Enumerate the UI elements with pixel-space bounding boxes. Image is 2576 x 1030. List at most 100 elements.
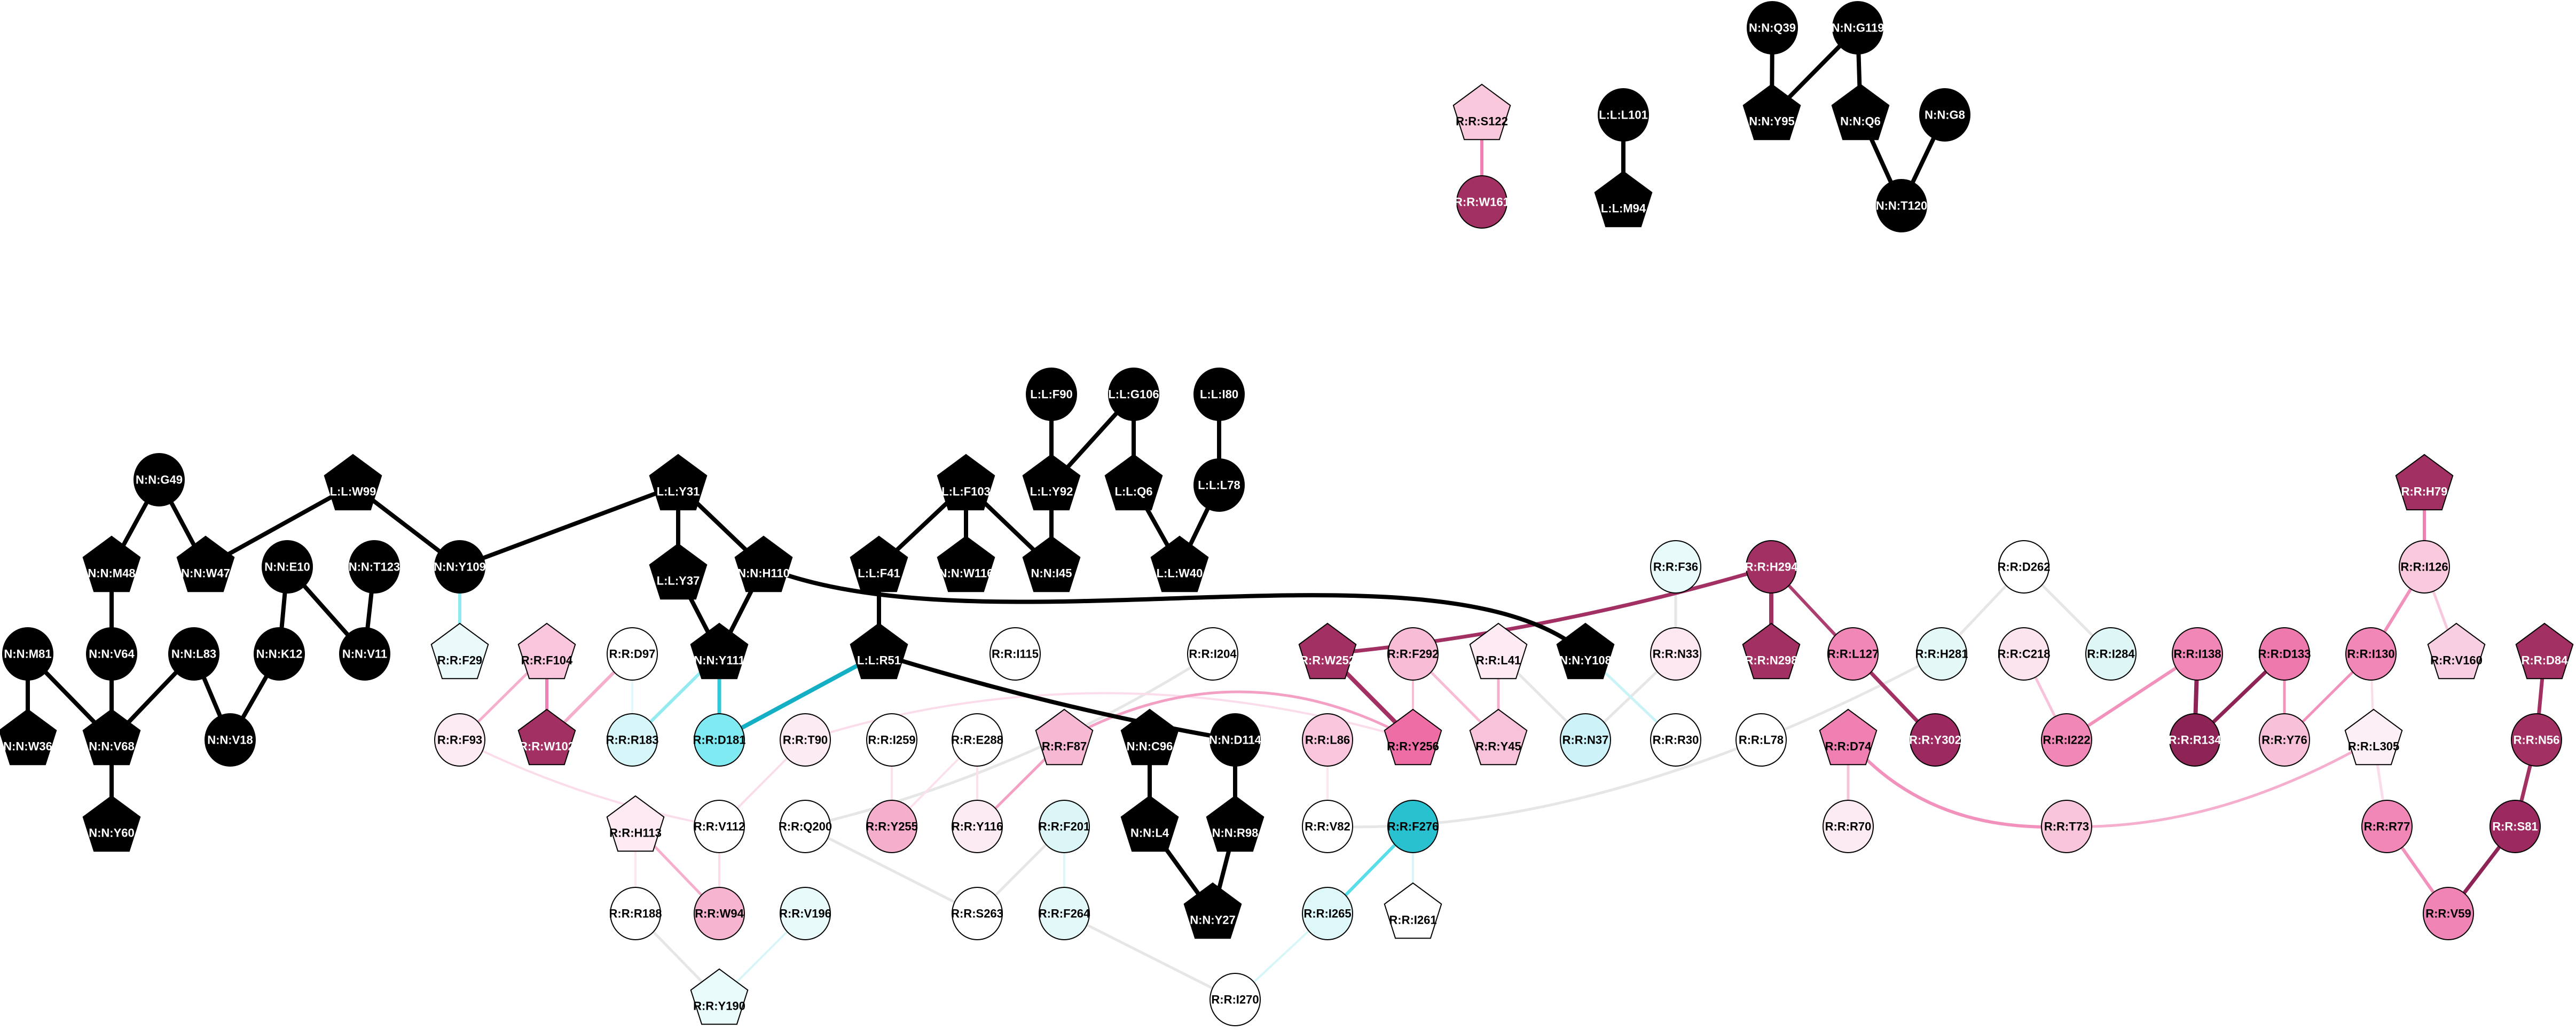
circle-node-shape[interactable] xyxy=(2169,713,2220,767)
graph-node-L78L[interactable]: L:L:L78 xyxy=(1193,458,1245,512)
circle-node-shape[interactable] xyxy=(2423,887,2474,940)
pentagon-node-shape[interactable] xyxy=(649,543,708,600)
pentagon-node-shape[interactable] xyxy=(1104,454,1163,511)
circle-node-shape[interactable] xyxy=(1910,713,1961,767)
graph-node-I130[interactable]: R:R:I130 xyxy=(2345,627,2397,681)
circle-node-shape[interactable] xyxy=(780,887,831,940)
circle-node-shape[interactable] xyxy=(1998,540,2049,594)
graph-node-T120[interactable]: N:N:T120 xyxy=(1876,179,1928,232)
circle-node-shape[interactable] xyxy=(1832,1,1883,54)
graph-node-G119[interactable]: N:N:G119 xyxy=(1831,1,1884,54)
pentagon-node-shape[interactable] xyxy=(1120,795,1179,852)
graph-node-F87[interactable]: R:R:F87 xyxy=(1035,708,1094,766)
graph-node-Q39[interactable]: N:N:Q39 xyxy=(1747,1,1798,54)
graph-node-I115[interactable]: R:R:I115 xyxy=(989,627,1041,681)
circle-node-shape[interactable] xyxy=(2172,627,2223,681)
circle-node-shape[interactable] xyxy=(694,887,745,940)
pentagon-node-shape[interactable] xyxy=(606,795,665,852)
circle-node-shape[interactable] xyxy=(2399,540,2450,594)
graph-node-E10[interactable]: N:N:E10 xyxy=(262,540,313,594)
pentagon-node-shape[interactable] xyxy=(2395,454,2454,511)
circle-node-shape[interactable] xyxy=(2361,800,2413,853)
pentagon-node-shape[interactable] xyxy=(1022,535,1081,592)
pentagon-node-shape[interactable] xyxy=(176,535,235,592)
circle-node-shape[interactable] xyxy=(434,713,485,767)
graph-node-I126[interactable]: R:R:I126 xyxy=(2399,540,2450,594)
graph-node-F29[interactable]: R:R:F29 xyxy=(430,622,489,680)
pentagon-node-shape[interactable] xyxy=(82,708,141,766)
circle-node-shape[interactable] xyxy=(1193,458,1245,512)
graph-node-W252[interactable]: R:R:W252 xyxy=(1298,622,1357,680)
pentagon-node-shape[interactable] xyxy=(82,795,141,852)
circle-node-shape[interactable] xyxy=(2,627,53,681)
graph-node-Q6t[interactable]: N:N:Q6 xyxy=(1831,83,1890,141)
circle-node-shape[interactable] xyxy=(1735,713,1787,767)
circle-node-shape[interactable] xyxy=(1456,175,1507,229)
graph-node-V18[interactable]: N:N:V18 xyxy=(205,713,256,767)
circle-node-shape[interactable] xyxy=(610,887,661,940)
graph-node-V160[interactable]: R:R:V160 xyxy=(2427,622,2486,680)
circle-node-shape[interactable] xyxy=(780,713,831,767)
graph-node-R188[interactable]: R:R:R188 xyxy=(609,887,662,940)
circle-node-shape[interactable] xyxy=(1598,88,1649,142)
circle-node-shape[interactable] xyxy=(1187,627,1238,681)
pentagon-node-shape[interactable] xyxy=(1469,622,1528,680)
circle-node-shape[interactable] xyxy=(1827,627,1879,681)
circle-node-shape[interactable] xyxy=(2345,627,2397,681)
circle-node-shape[interactable] xyxy=(262,540,313,594)
graph-node-D262[interactable]: R:R:D262 xyxy=(1997,540,2051,594)
circle-node-shape[interactable] xyxy=(607,713,658,767)
graph-node-W47[interactable]: N:N:W47 xyxy=(176,535,235,592)
circle-node-shape[interactable] xyxy=(1650,540,1701,594)
graph-node-R51[interactable]: L:L:R51 xyxy=(850,622,908,680)
pentagon-node-shape[interactable] xyxy=(734,535,793,592)
circle-node-shape[interactable] xyxy=(1193,368,1245,421)
circle-node-shape[interactable] xyxy=(694,713,745,767)
pentagon-node-shape[interactable] xyxy=(1742,622,1801,680)
graph-node-N37[interactable]: R:R:N37 xyxy=(1560,713,1611,767)
graph-node-V59[interactable]: R:R:V59 xyxy=(2423,887,2474,940)
circle-node-shape[interactable] xyxy=(1650,713,1701,767)
graph-node-W94[interactable]: R:R:W94 xyxy=(694,887,745,940)
graph-node-Q200[interactable]: R:R:Q200 xyxy=(779,800,832,853)
graph-node-S81[interactable]: R:R:S81 xyxy=(2489,800,2541,853)
graph-node-D133[interactable]: R:R:D133 xyxy=(2258,627,2311,681)
circle-node-shape[interactable] xyxy=(1302,800,1353,853)
circle-node-shape[interactable] xyxy=(2489,800,2541,853)
pentagon-node-shape[interactable] xyxy=(430,622,489,680)
graph-node-D74[interactable]: R:R:D74 xyxy=(1819,708,1878,766)
graph-node-V196[interactable]: R:R:V196 xyxy=(779,887,831,940)
graph-node-L41[interactable]: R:R:L41 xyxy=(1469,622,1528,680)
pentagon-node-shape[interactable] xyxy=(1742,83,1801,141)
graph-node-W40[interactable]: L:L:W40 xyxy=(1150,535,1209,592)
pentagon-node-shape[interactable] xyxy=(1452,83,1511,141)
graph-node-I45[interactable]: N:N:I45 xyxy=(1022,535,1081,592)
circle-node-shape[interactable] xyxy=(133,453,185,506)
circle-node-shape[interactable] xyxy=(1823,800,1874,853)
graph-node-I270[interactable]: R:R:I270 xyxy=(1210,973,1261,1026)
graph-node-M48[interactable]: N:N:M48 xyxy=(82,535,141,592)
circle-node-shape[interactable] xyxy=(952,800,1003,853)
graph-node-F41[interactable]: L:L:F41 xyxy=(850,535,908,592)
graph-node-H281[interactable]: R:R:H281 xyxy=(1915,627,1968,681)
circle-node-shape[interactable] xyxy=(1650,627,1701,681)
graph-node-E288[interactable]: R:R:E288 xyxy=(951,713,1003,767)
circle-node-shape[interactable] xyxy=(1998,627,2049,681)
graph-node-D84[interactable]: R:R:D84 xyxy=(2515,622,2574,680)
pentagon-node-shape[interactable] xyxy=(937,535,995,592)
graph-node-I204[interactable]: R:R:I204 xyxy=(1187,627,1238,681)
pentagon-node-shape[interactable] xyxy=(937,454,995,511)
graph-node-Y116[interactable]: R:R:Y116 xyxy=(952,800,1003,853)
graph-node-F201[interactable]: R:R:F201 xyxy=(1039,800,1090,853)
pentagon-node-shape[interactable] xyxy=(690,622,749,680)
graph-node-R98[interactable]: N:N:R98 xyxy=(1206,795,1265,852)
graph-node-Y31[interactable]: L:L:Y31 xyxy=(649,454,708,511)
graph-node-F292[interactable]: R:R:F292 xyxy=(1387,627,1439,681)
graph-node-F104[interactable]: R:R:F104 xyxy=(517,622,576,680)
circle-node-shape[interactable] xyxy=(2041,800,2092,853)
graph-node-I222[interactable]: R:R:I222 xyxy=(2041,713,2092,767)
circle-node-shape[interactable] xyxy=(607,627,658,681)
circle-node-shape[interactable] xyxy=(339,627,390,681)
graph-node-V11[interactable]: N:N:V11 xyxy=(339,627,390,681)
graph-node-H79[interactable]: R:R:H79 xyxy=(2395,454,2454,511)
